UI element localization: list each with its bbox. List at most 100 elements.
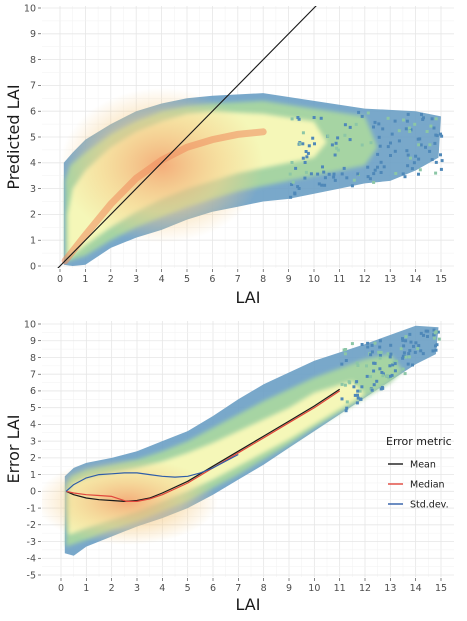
error-metric-lines [65,388,341,502]
density-pixel [327,172,331,176]
density-core [60,87,264,243]
y-tick-label: -3 [27,537,36,548]
density-pixel [330,143,334,147]
top-y-tick-labels: 0 1 2 3 4 5 6 7 8 9 10 [24,3,41,272]
density-pixel [343,123,347,127]
density-pixel [348,138,352,142]
density-pixel [435,343,439,347]
density-pixel [393,362,397,366]
density-pixel [386,145,390,149]
density-pixel [429,124,433,128]
density-pixel [420,112,423,116]
density-pixel [366,341,370,345]
density-pixel [381,372,385,376]
density-pixel [376,152,380,156]
density-pixel [436,330,440,334]
x-tick-label: 1 [83,583,89,594]
density-pixel [434,330,438,334]
density-pixel [439,132,442,136]
density-pixel [370,388,374,392]
x-tick-label: 15 [435,274,447,285]
density-pixel [388,364,392,368]
x-tick-label: 0 [57,274,63,285]
x-tick-label: 11 [333,274,345,285]
density-pixel [355,380,359,384]
density-pixel [378,144,382,148]
x-tick-label: 12 [359,274,371,285]
density-pixel [426,329,430,333]
density-pixel [403,175,407,179]
density-pixel [296,116,300,119]
density-pixel [369,375,372,379]
density-pixel [352,385,356,389]
legend-label: Median [410,479,445,490]
y-tick-label: 5 [30,403,36,414]
density-pixel [378,339,382,343]
density-pixel [439,153,442,157]
x-tick-label: 12 [359,583,371,594]
density-pixel [418,168,422,172]
density-pixel [311,136,315,140]
x-tick-label: 0 [58,583,64,594]
density-pixel [437,337,441,341]
density-pixel [405,149,409,153]
density-pixel [391,363,395,367]
density-pixel [397,139,401,143]
bottom-y-axis-title: Error LAI [4,414,23,483]
x-tick-label: 10 [308,274,320,285]
density-pixel [434,117,438,121]
density-pixel [368,177,372,181]
x-tick-label: 3 [133,274,139,285]
density-pixel [412,344,415,348]
density-pixel [352,178,356,182]
y-tick-label: 9 [30,336,36,347]
y-tick-label: -5 [27,570,36,581]
density-pixel [407,352,411,356]
density-pixel [336,136,340,140]
density-pixel [378,367,382,371]
x-tick-label: 7 [235,583,241,594]
density-pixel [419,331,423,335]
density-pixel [381,374,385,378]
y-tick-label: -2 [27,520,36,531]
density-pixel [407,126,411,130]
density-pixel [343,133,347,137]
density-pixel [393,369,397,373]
density-pixel [406,112,410,116]
density-pixel [340,362,344,366]
density-pixel [413,122,417,126]
x-tick-label: 11 [334,583,346,594]
y-tick-label: 7 [30,370,36,381]
density-pixel [366,165,370,169]
density-pixel [408,130,412,133]
density-pixel [357,110,361,114]
density-pixel [386,116,390,120]
x-tick-label: 14 [410,274,422,285]
density-pixel [344,359,348,362]
density-pixel [381,127,385,131]
density-pixel [319,116,323,120]
density-pixel [378,353,382,357]
density-pixel [404,335,408,339]
density-pixel [321,165,324,169]
density-pixel [366,111,370,115]
density-pixel [409,156,412,160]
density-pixel [356,172,360,176]
density-pixel [378,356,382,360]
density-pixel [424,145,427,149]
density-pixel [389,352,393,356]
density-pixel [358,389,362,393]
density-pixel [440,134,444,138]
x-tick-label: 10 [308,583,320,594]
x-tick-label: 4 [159,583,165,594]
density-pixel [373,361,377,365]
density-pixel [348,125,352,129]
density-pixel [345,400,349,404]
density-pixel [372,383,376,387]
top-x-axis-title: LAI [236,288,261,307]
density-pixel [379,350,383,354]
density-pixel [370,343,374,347]
density-pixel [397,129,401,133]
density-pixel [417,172,420,176]
